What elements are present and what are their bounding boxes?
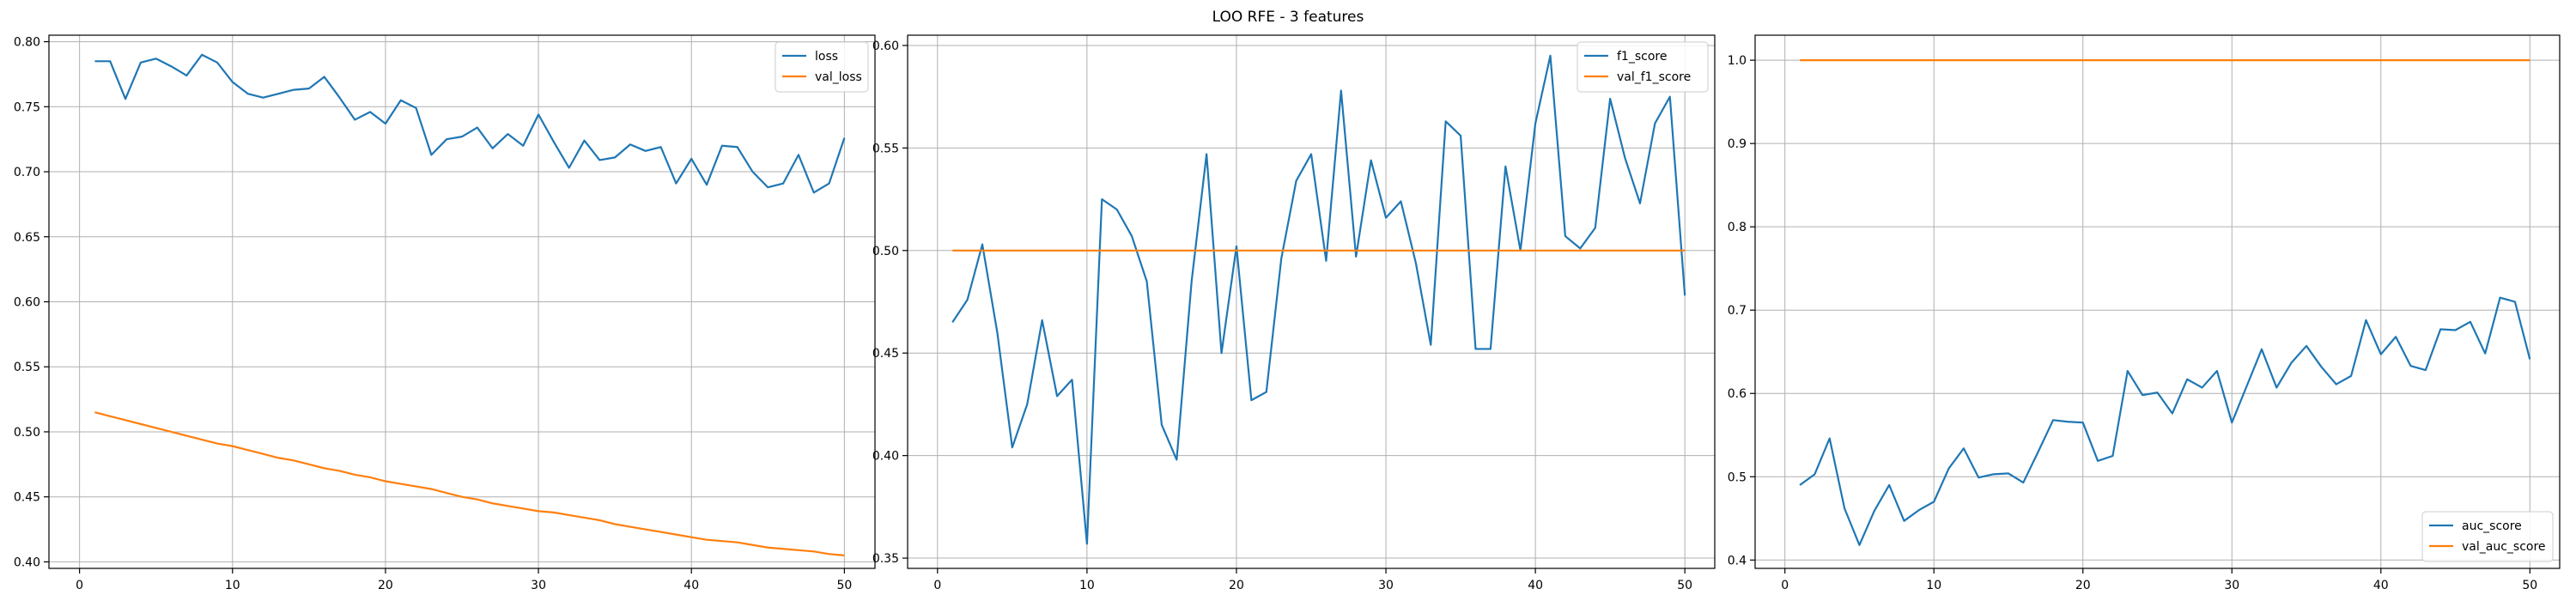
- y-tick-label: 1.0: [1728, 54, 1747, 68]
- y-tick-label: 0.65: [14, 231, 40, 245]
- legend-label: val_loss: [815, 70, 862, 84]
- y-tick-label: 0.45: [14, 491, 40, 505]
- x-tick-label: 50: [836, 579, 852, 592]
- y-tick-label: 0.60: [872, 39, 899, 53]
- y-tick-label: 0.5: [1728, 470, 1747, 484]
- legend-label: val_auc_score: [2462, 540, 2546, 554]
- x-tick-label: 40: [1528, 579, 1543, 592]
- y-tick-label: 0.40: [14, 555, 40, 569]
- x-tick-label: 30: [2224, 579, 2239, 592]
- chart-panel-3: 0 10 20 30 40 50 0.4 0.5 0.6 0.7 0.8 0.9 1.0 auc_scor…: [1728, 34, 2561, 592]
- y-tick-label: 0.45: [872, 347, 899, 361]
- legend-box: [775, 41, 869, 93]
- y-tick-label: 0.75: [14, 100, 40, 114]
- x-tick-label: 10: [1079, 579, 1095, 592]
- x-tick-label: 10: [225, 579, 240, 592]
- x-tick-label: 30: [531, 579, 546, 592]
- series-line-f1_score: [951, 54, 1686, 545]
- x-tick-label: 0: [76, 579, 83, 592]
- y-tick-label: 0.55: [872, 142, 899, 155]
- axes-frame: [907, 34, 1716, 569]
- chart-panel-2: 0 10 20 30 40 50 0.35 0.40 0.45 0.50 0.55 0.60 f1_sc…: [872, 34, 1716, 592]
- y-tick-label: 0.50: [14, 426, 40, 440]
- y-tick-label: 0.60: [14, 296, 40, 310]
- y-tick-label: 0.4: [1728, 554, 1747, 568]
- x-tick-label: 50: [2522, 579, 2537, 592]
- x-tick-label: 10: [1926, 579, 1941, 592]
- y-tick-label: 0.50: [872, 245, 899, 258]
- y-tick-label: 0.40: [872, 450, 899, 464]
- legend-label: f1_score: [1617, 50, 1667, 64]
- legend: loss val_loss: [775, 41, 869, 93]
- y-tick-label: 0.35: [872, 552, 899, 566]
- y-tick-label: 0.7: [1728, 304, 1747, 318]
- x-tick-label: 20: [1229, 579, 1244, 592]
- x-tick-label: 0: [933, 579, 941, 592]
- axes-frame: [48, 34, 876, 569]
- y-tick-label: 0.6: [1728, 387, 1747, 401]
- series-line-loss: [94, 53, 846, 194]
- chart-panel-1: 0 10 20 30 40 50 0.40 0.45 0.50 0.55 0.60 0.65 0.70 0…: [14, 34, 876, 592]
- legend-box: [1577, 41, 1709, 93]
- legend-label: loss: [815, 50, 838, 64]
- series-line-auc_score: [1799, 296, 2531, 546]
- y-tick-label: 0.8: [1728, 221, 1747, 234]
- x-tick-label: 0: [1781, 579, 1789, 592]
- x-tick-label: 30: [1378, 579, 1394, 592]
- x-tick-label: 20: [2075, 579, 2091, 592]
- x-tick-label: 50: [1677, 579, 1692, 592]
- x-tick-label: 40: [683, 579, 699, 592]
- legend-box: [2421, 511, 2554, 562]
- series-line-val_loss: [94, 411, 845, 556]
- x-tick-label: 40: [2373, 579, 2389, 592]
- legend: f1_score val_f1_score: [1577, 41, 1709, 93]
- x-tick-label: 20: [378, 579, 393, 592]
- y-tick-label: 0.70: [14, 166, 40, 179]
- legend-label: val_f1_score: [1617, 70, 1691, 84]
- legend-label: auc_score: [2462, 519, 2522, 533]
- figure-title: LOO RFE - 3 features: [1212, 9, 1364, 26]
- y-tick-label: 0.55: [14, 361, 40, 374]
- y-tick-label: 0.9: [1728, 137, 1747, 151]
- axes-frame: [1754, 34, 2561, 569]
- y-tick-label: 0.80: [14, 36, 40, 50]
- legend: auc_score val_auc_score: [2421, 511, 2554, 562]
